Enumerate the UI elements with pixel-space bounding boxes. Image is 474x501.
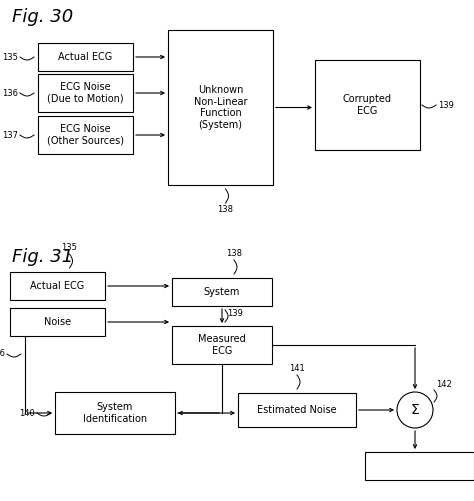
Text: 137: 137 [2, 130, 18, 139]
Bar [55, 392, 175, 434]
Text: Actual ECG: Actual ECG [30, 281, 85, 291]
Bar [10, 308, 105, 336]
Bar [315, 60, 420, 150]
Bar [38, 43, 133, 71]
Bar [38, 74, 133, 112]
Bar [38, 116, 133, 154]
Text: 135: 135 [62, 243, 77, 252]
Text: 136: 136 [0, 350, 5, 359]
Text: 138: 138 [218, 205, 234, 214]
Text: Estimated Noise: Estimated Noise [257, 405, 337, 415]
Text: System
Identification: System Identification [83, 402, 147, 424]
Text: 140: 140 [19, 408, 35, 417]
Text: 142: 142 [436, 380, 452, 389]
Bar [10, 272, 105, 300]
Text: Measured
ECG: Measured ECG [198, 334, 246, 356]
Text: 138: 138 [226, 249, 242, 258]
Bar [365, 452, 474, 480]
Bar [172, 278, 272, 306]
Text: Unknown
Non-Linear
Function
(System): Unknown Non-Linear Function (System) [194, 85, 247, 130]
Bar [172, 326, 272, 364]
Text: Actual ECG: Actual ECG [58, 52, 113, 62]
Text: System: System [204, 287, 240, 297]
Text: Fig. 31: Fig. 31 [12, 248, 73, 266]
Text: ECG Noise
(Due to Motion): ECG Noise (Due to Motion) [47, 82, 124, 104]
Text: 141: 141 [289, 364, 305, 373]
Text: $\Sigma$: $\Sigma$ [410, 403, 420, 417]
Text: Corrupted
ECG: Corrupted ECG [343, 94, 392, 116]
Text: 139: 139 [438, 101, 454, 110]
Text: Fig. 30: Fig. 30 [12, 8, 73, 26]
Text: 135: 135 [2, 53, 18, 62]
Text: Noise: Noise [44, 317, 71, 327]
Text: 139: 139 [227, 309, 243, 318]
Bar [238, 393, 356, 427]
Text: ECG Noise
(Other Sources): ECG Noise (Other Sources) [47, 124, 124, 146]
Text: 136: 136 [2, 89, 18, 98]
Bar [168, 30, 273, 185]
